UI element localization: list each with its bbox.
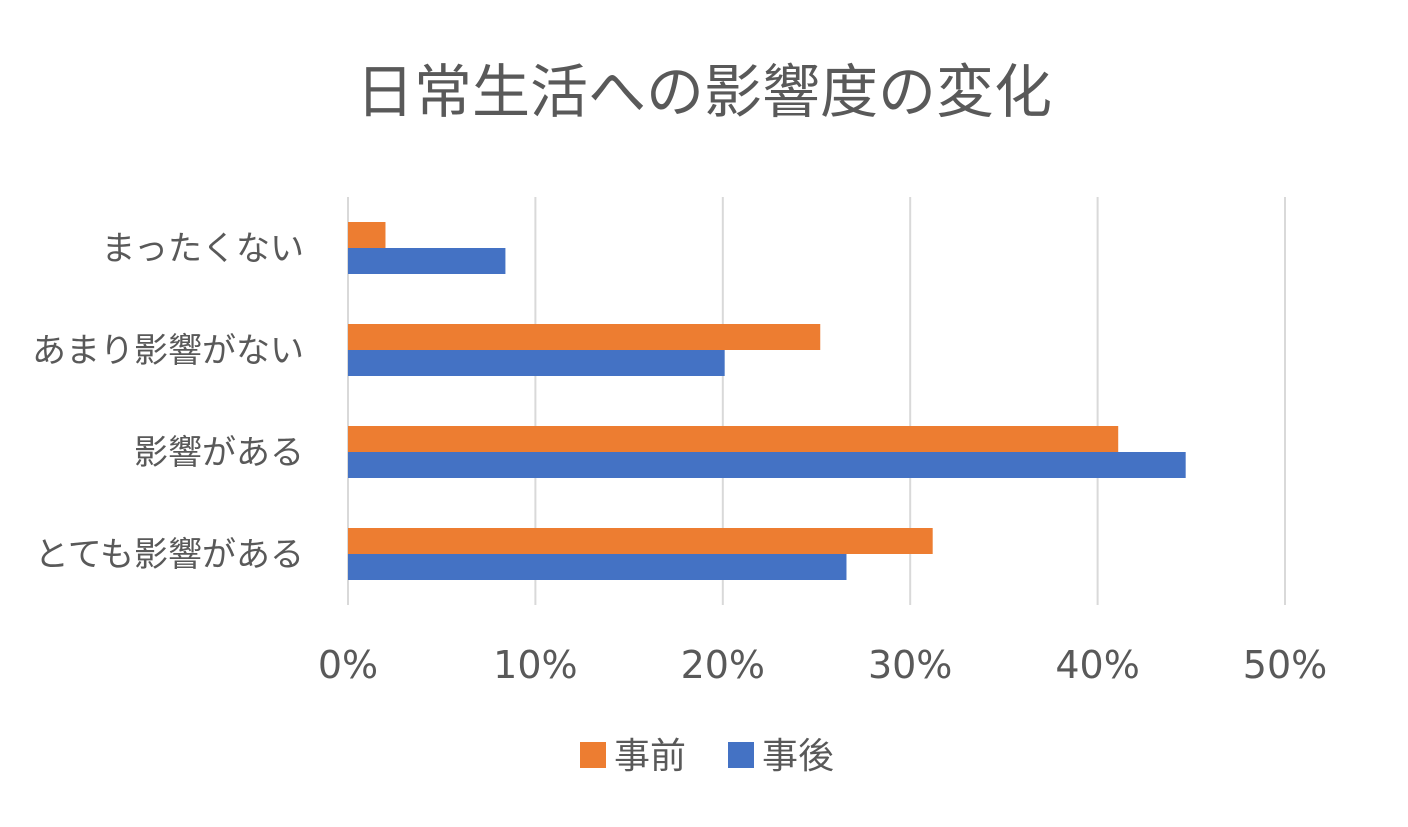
chart-title: 日常生活への影響度の変化 [356,58,1052,126]
x-tick-label: 30% [868,643,952,687]
bar-before [348,324,821,350]
bar-after [348,554,847,580]
legend-label: 事後 [762,736,834,777]
legend-swatch-after [728,742,754,768]
legend-swatch-before [580,742,606,768]
legend-label: 事前 [614,736,686,777]
bars [348,222,1186,580]
x-tick-label: 20% [681,643,765,687]
bar-after [348,350,725,376]
x-tick-label: 40% [1055,643,1139,687]
category-label: あまり影響がない [32,331,304,371]
x-tick-labels: 0% 10% 20% 30% 40% 50% [318,643,1327,687]
bar-after [348,248,506,274]
bar-before [348,222,386,248]
category-label: とても影響がある [35,535,304,575]
bar-before [348,528,933,554]
legend: 事前 事後 [580,736,834,777]
category-label: まったくない [101,229,304,269]
bar-after [348,452,1186,478]
bar-before [348,426,1119,452]
x-tick-label: 10% [493,643,577,687]
x-tick-label: 0% [318,643,378,687]
category-label: 影響がある [134,433,304,473]
x-tick-label: 50% [1243,643,1327,687]
